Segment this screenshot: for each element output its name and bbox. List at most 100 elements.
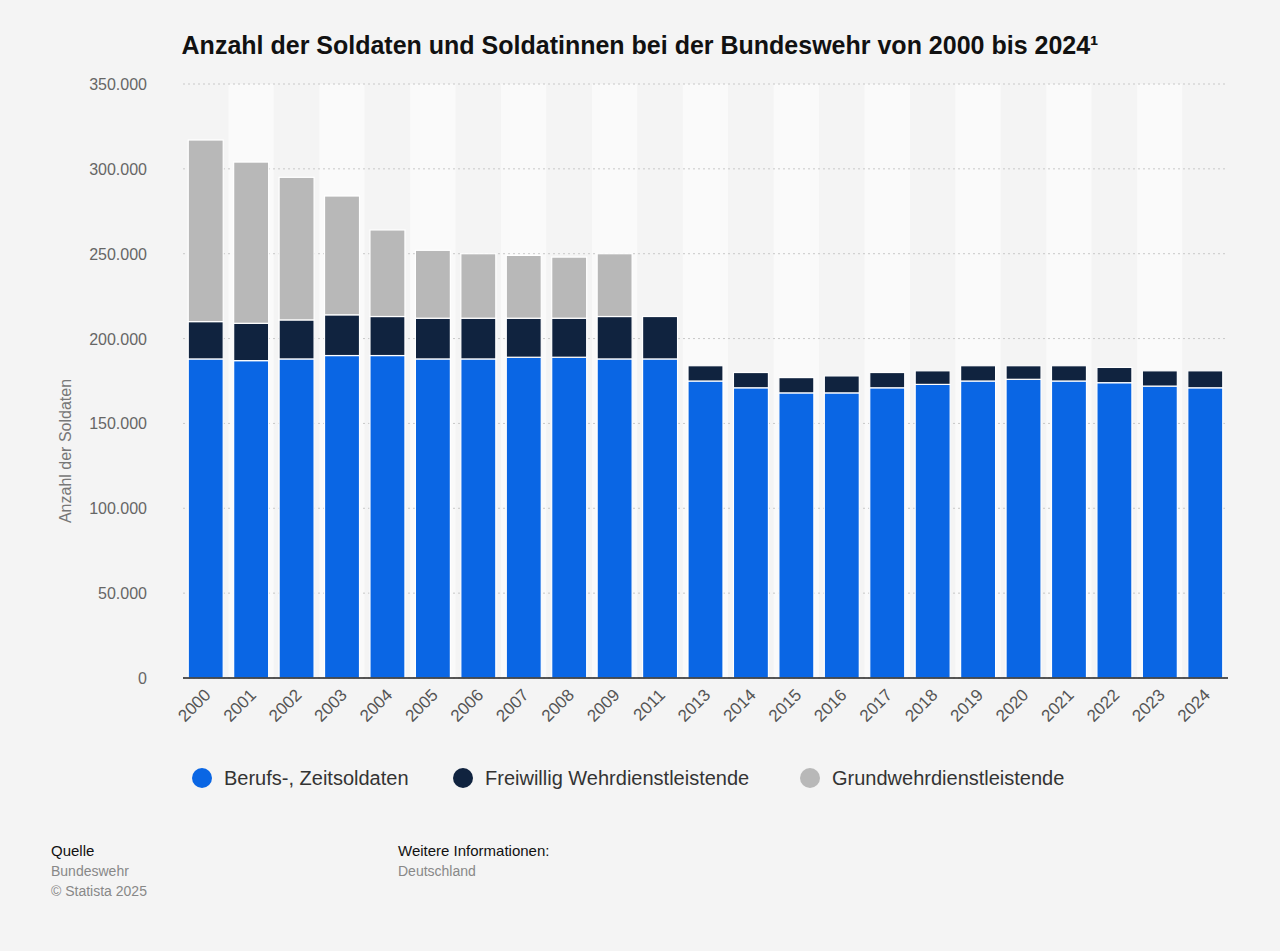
- bar-segment: [870, 373, 905, 388]
- band-stripe: [865, 84, 910, 678]
- bar-segment: [370, 356, 405, 678]
- band-stripe: [1092, 84, 1137, 678]
- band-stripe: [910, 84, 955, 678]
- bar-segment: [234, 361, 269, 678]
- x-tick-label: 2003: [311, 685, 351, 725]
- bar-segment: [643, 359, 678, 678]
- x-tick-label: 2015: [765, 685, 805, 725]
- x-axis: [183, 677, 1228, 679]
- x-tick-label: 2022: [1083, 685, 1123, 725]
- bar-segment: [597, 254, 632, 317]
- band-stripe: [501, 84, 546, 678]
- bar-segment: [461, 359, 496, 678]
- bar-segment: [733, 388, 768, 678]
- bar-segment: [234, 323, 269, 360]
- legend-swatch: [800, 768, 820, 788]
- bar-segment: [279, 177, 314, 320]
- x-tick-label: 2007: [492, 685, 532, 725]
- bar-segment: [779, 378, 814, 393]
- x-tick-label: 2002: [265, 685, 305, 725]
- bar-segment: [461, 318, 496, 359]
- bar-segment: [552, 357, 587, 678]
- bar-segment: [188, 322, 223, 359]
- bar-segment: [870, 388, 905, 678]
- band-stripe: [228, 84, 273, 678]
- bar-segment: [1188, 371, 1223, 388]
- legend-label: Freiwillig Wehrdienstleistende: [485, 767, 749, 789]
- band-stripe: [1001, 84, 1046, 678]
- band-stripe: [1137, 84, 1182, 678]
- footer-text: Deutschland: [398, 863, 476, 879]
- band-stripe: [319, 84, 364, 678]
- bar-segment: [325, 196, 360, 315]
- legend-swatch: [192, 768, 212, 788]
- x-tick-label: 2013: [674, 685, 714, 725]
- x-tick-label: 2008: [538, 685, 578, 725]
- bar-segment: [370, 317, 405, 356]
- bar-segment: [552, 257, 587, 318]
- bar-segment: [461, 254, 496, 318]
- bar-segment: [915, 384, 950, 678]
- bar-segment: [915, 371, 950, 385]
- bar-segment: [1188, 388, 1223, 678]
- bar-segment: [733, 373, 768, 388]
- x-tick-label: 2011: [630, 685, 669, 724]
- bar-segment: [325, 356, 360, 678]
- band-stripe: [774, 84, 819, 678]
- bar-segment: [1006, 366, 1041, 380]
- bar-segment: [688, 381, 723, 678]
- band-stripe: [1046, 84, 1091, 678]
- legend-swatch: [453, 768, 473, 788]
- bar-segment: [824, 376, 859, 393]
- bar-segment: [415, 318, 450, 359]
- bars: [188, 140, 1223, 678]
- legend-label: Grundwehrdienstleistende: [832, 767, 1064, 789]
- y-tick-label: 200.000: [89, 331, 147, 348]
- bar-segment: [688, 366, 723, 381]
- x-tick-label: 2016: [810, 685, 850, 725]
- grid-line: [183, 168, 1228, 169]
- bar-segment: [961, 381, 996, 678]
- y-tick-label: 250.000: [89, 246, 147, 263]
- y-tick-label: 0: [138, 670, 147, 687]
- bar-segment: [506, 318, 541, 357]
- band-stripe: [183, 84, 228, 678]
- x-tick-label: 2018: [901, 685, 941, 725]
- bar-segment: [279, 320, 314, 359]
- band-stripe: [274, 84, 319, 678]
- bar-segment: [188, 140, 223, 322]
- band-stripe: [683, 84, 728, 678]
- bar-segment: [506, 357, 541, 678]
- band-stripe: [456, 84, 501, 678]
- bar-segment: [325, 315, 360, 356]
- x-tick-label: 2000: [174, 685, 214, 725]
- y-tick-label: 150.000: [89, 415, 147, 432]
- band-stripe: [637, 84, 682, 678]
- bar-segment: [188, 359, 223, 678]
- bar-segment: [415, 250, 450, 318]
- bar-segment: [1051, 366, 1086, 381]
- y-tick-label: 100.000: [89, 500, 147, 517]
- bar-segment: [1006, 379, 1041, 678]
- bar-segment: [1097, 383, 1132, 678]
- x-tick-label: 2019: [947, 685, 987, 725]
- band-stripe: [1183, 84, 1228, 678]
- bar-segment: [961, 366, 996, 381]
- bar-segment: [643, 317, 678, 359]
- chart: Anzahl der Soldaten und Soldatinnen bei …: [0, 0, 1280, 951]
- bar-segment: [1051, 381, 1086, 678]
- grid-line: [183, 84, 1228, 85]
- footer-text: Quelle: [51, 842, 94, 859]
- footer-text: Weitere Informationen:: [398, 842, 549, 859]
- bar-segment: [824, 393, 859, 678]
- x-tick-label: 2020: [992, 685, 1032, 725]
- bar-segment: [1097, 367, 1132, 382]
- bar-segment: [552, 318, 587, 357]
- band-stripe: [955, 84, 1000, 678]
- x-tick-label: 2001: [220, 685, 260, 725]
- y-tick-label: 50.000: [98, 585, 147, 602]
- band-stripe: [546, 84, 591, 678]
- bar-segment: [1142, 386, 1177, 678]
- bar-segment: [415, 359, 450, 678]
- band-stripe: [592, 84, 637, 678]
